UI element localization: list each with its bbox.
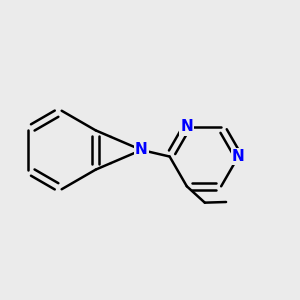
Text: N: N bbox=[232, 149, 245, 164]
Text: N: N bbox=[135, 142, 148, 158]
Text: N: N bbox=[180, 119, 193, 134]
